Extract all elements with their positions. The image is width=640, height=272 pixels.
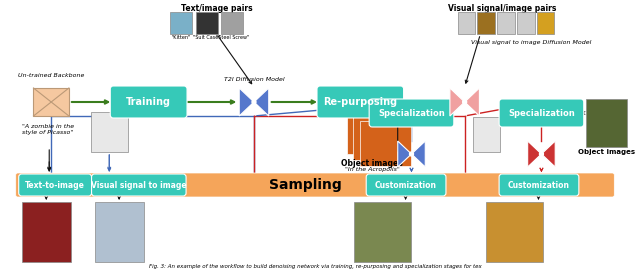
FancyBboxPatch shape [16,173,614,197]
Text: Visual signal to image: Visual signal to image [91,181,187,190]
Bar [33,88,69,116]
Bar [586,99,627,147]
Circle shape [252,100,256,104]
Text: Customization: Customization [508,181,570,190]
Text: Training: Training [126,97,171,107]
Text: "A zombie in the
style of Picasso": "A zombie in the style of Picasso" [22,124,74,135]
Bar [353,115,404,160]
FancyBboxPatch shape [499,99,584,127]
Bar [95,202,144,262]
Text: Object images: Object images [341,159,403,168]
Text: Visual signal to image Diffusion Model: Visual signal to image Diffusion Model [472,40,592,45]
Text: Text-to-image: Text-to-image [25,181,85,190]
Text: Customization: Customization [375,181,437,190]
Bar [477,12,495,34]
Text: Object images: Object images [578,149,635,155]
Text: "Suit Case": "Suit Case" [193,35,221,40]
Bar [91,112,128,152]
Bar [536,12,554,34]
FancyBboxPatch shape [92,174,186,196]
FancyBboxPatch shape [369,99,454,127]
Text: Un-trained Backbone: Un-trained Backbone [18,73,84,78]
FancyBboxPatch shape [366,174,446,196]
Circle shape [463,100,467,104]
Text: T2I Diffusion Model: T2I Diffusion Model [223,77,284,82]
Bar [497,12,515,34]
Text: Sampling: Sampling [269,178,342,192]
Polygon shape [397,141,425,167]
Circle shape [410,152,413,156]
Bar [355,202,412,262]
Text: "Steel Screw": "Steel Screw" [216,35,249,40]
Polygon shape [450,88,479,116]
Text: Specialization: Specialization [508,109,575,118]
Bar [360,121,412,166]
Text: Fig. 3: An example of the workflow to build denoising network via training, re-p: Fig. 3: An example of the workflow to bu… [148,264,481,269]
Text: Text/image pairs: Text/image pairs [180,4,252,13]
Text: "Kitten": "Kitten" [172,35,191,40]
Bar [517,12,534,34]
Bar [196,12,218,34]
FancyBboxPatch shape [110,86,187,118]
Bar [346,109,397,154]
Bar [458,12,476,34]
Bar [221,12,243,34]
FancyBboxPatch shape [499,174,579,196]
Polygon shape [239,88,269,116]
Bar [22,202,71,262]
Text: Re-purposing: Re-purposing [323,97,397,107]
Bar [486,202,543,262]
Circle shape [540,152,543,156]
FancyBboxPatch shape [19,174,92,196]
FancyBboxPatch shape [317,86,404,118]
Bar [472,117,500,152]
Text: Visual signal/image pairs: Visual signal/image pairs [448,4,556,13]
Bar [170,12,192,34]
Polygon shape [527,141,556,167]
Text: "In the Acropolis": "In the Acropolis" [345,167,399,172]
Text: Specialization: Specialization [378,109,445,118]
